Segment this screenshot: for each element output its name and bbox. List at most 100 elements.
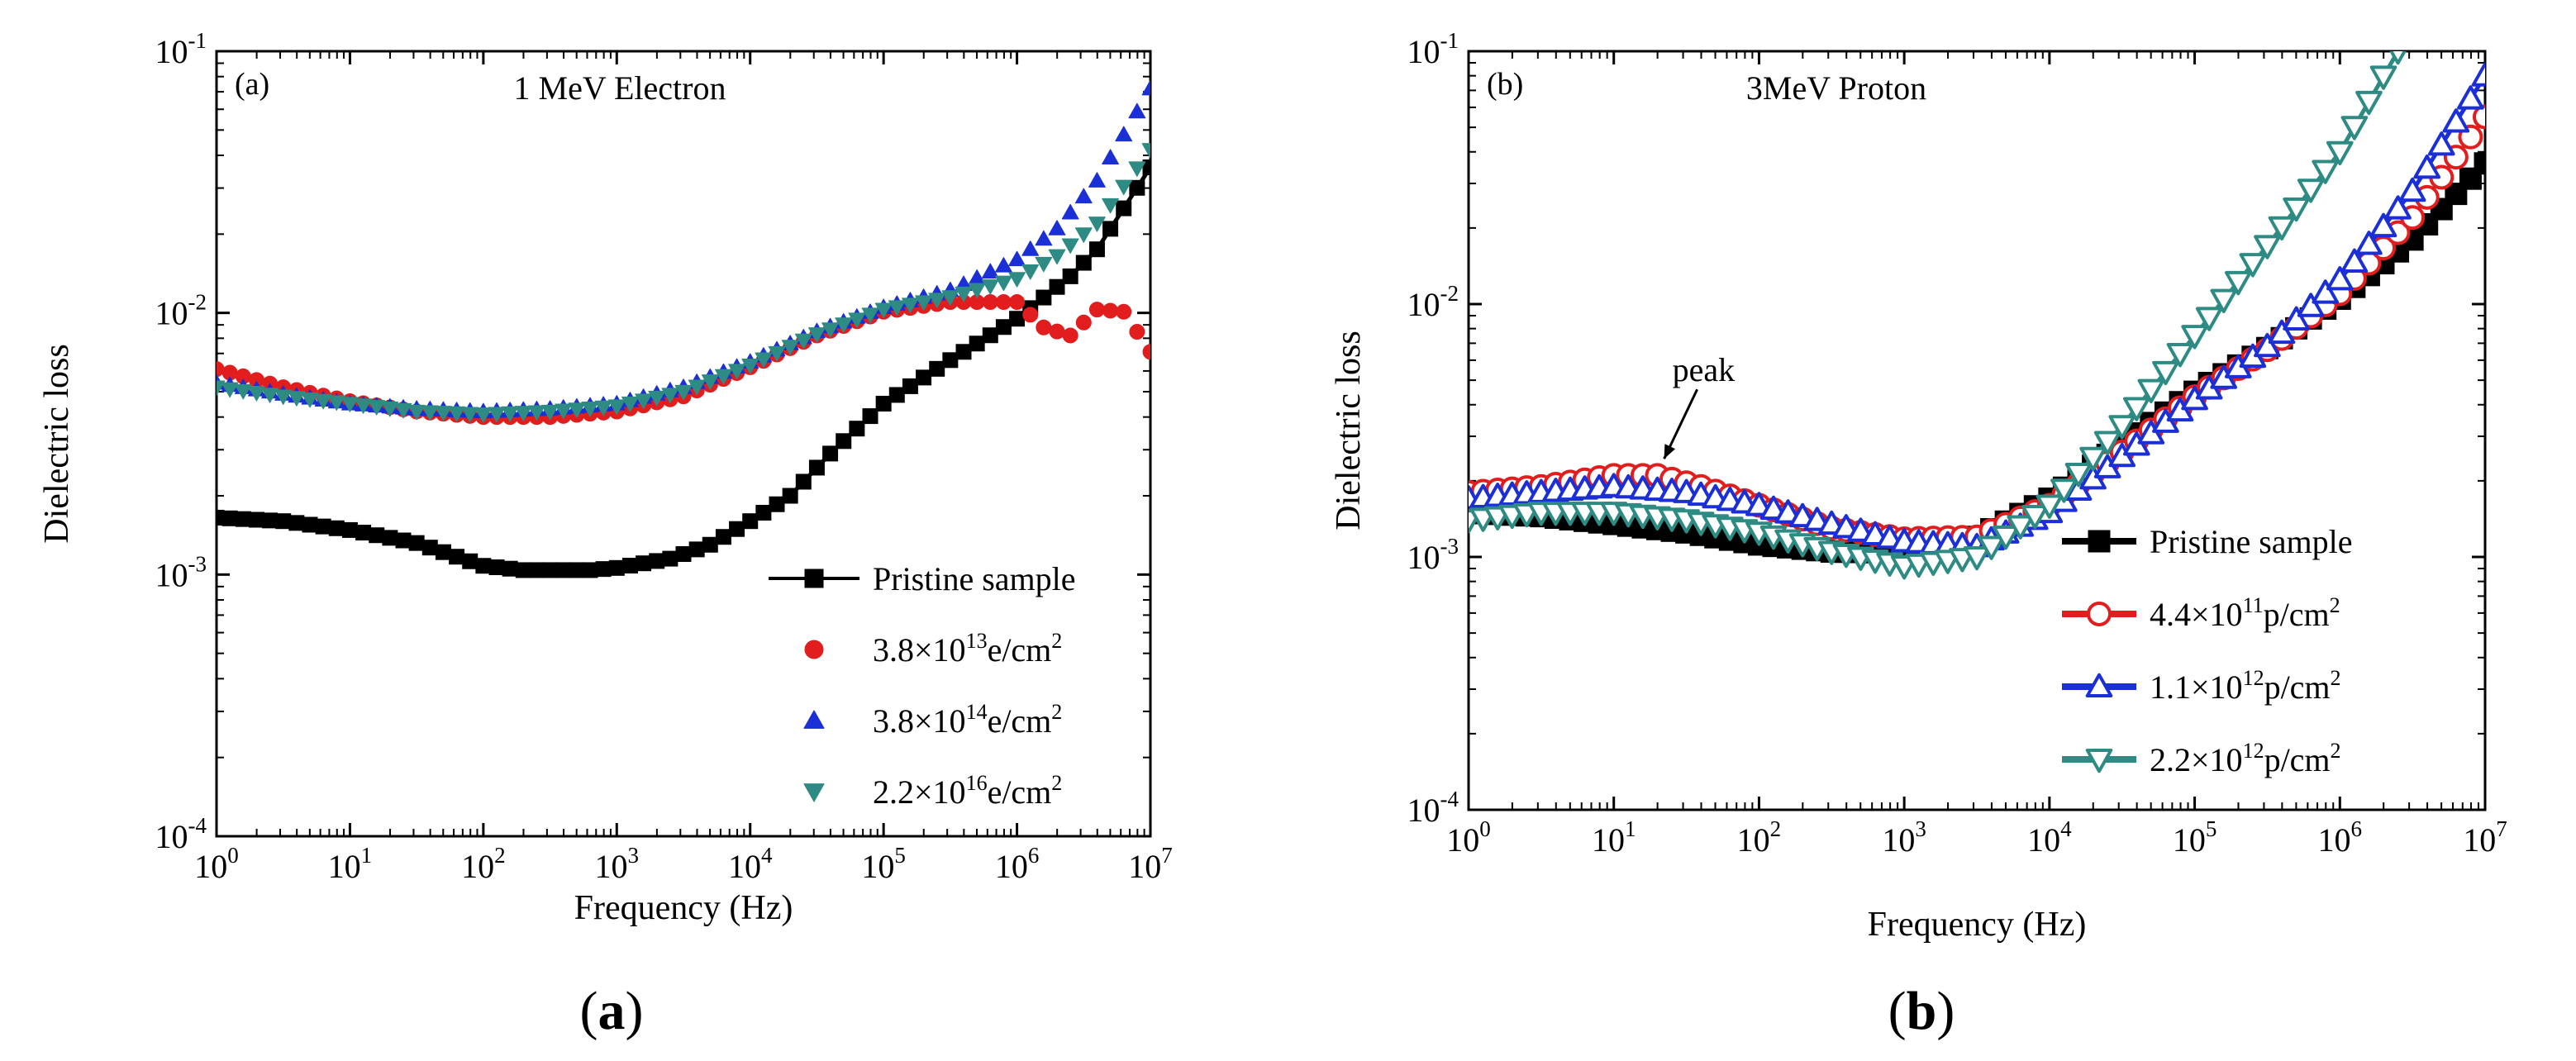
data-point xyxy=(1008,250,1026,267)
x-tick-label: 101 xyxy=(1592,816,1636,859)
data-point xyxy=(607,399,626,415)
legend-marker xyxy=(803,710,825,729)
data-point xyxy=(995,257,1012,273)
data-point xyxy=(835,317,853,333)
data-point xyxy=(502,560,518,577)
data-point xyxy=(395,532,412,549)
data-point xyxy=(2297,178,2325,203)
data-point xyxy=(1074,227,1093,243)
legend-label: 3.8×1014e/cm2 xyxy=(873,700,1062,740)
chart-title: 3MeV Proton xyxy=(1746,69,1926,107)
series-4 xyxy=(217,143,1150,423)
data-point xyxy=(2181,325,2208,350)
x-tick-label: 104 xyxy=(728,843,773,885)
data-point xyxy=(1963,545,1991,571)
data-point xyxy=(849,421,865,437)
data-point xyxy=(688,379,706,396)
data-point xyxy=(217,509,225,526)
legend-marker xyxy=(2085,748,2113,773)
data-point xyxy=(808,459,825,476)
data-point xyxy=(968,283,986,299)
legend-marker xyxy=(2085,673,2113,698)
data-point xyxy=(221,510,238,526)
data-point xyxy=(701,374,719,390)
data-point xyxy=(781,340,799,355)
data-point xyxy=(1061,203,1079,220)
x-axis-label: Frequency (Hz) xyxy=(1868,906,2087,944)
data-point xyxy=(2166,343,2194,368)
data-point xyxy=(742,513,759,530)
data-point xyxy=(688,541,705,558)
data-point xyxy=(1061,238,1079,255)
x-tick-label: 104 xyxy=(2027,816,2072,859)
panel-label: (b) xyxy=(1487,67,1523,102)
data-point xyxy=(2254,235,2281,259)
data-point xyxy=(1021,264,1040,280)
data-point xyxy=(2355,231,2383,255)
data-point xyxy=(888,300,906,316)
data-point xyxy=(2210,288,2238,314)
data-point xyxy=(2326,140,2354,166)
data-point xyxy=(2297,293,2325,317)
data-point xyxy=(1116,200,1132,216)
data-point xyxy=(1102,221,1119,237)
data-point xyxy=(2473,104,2485,130)
data-point xyxy=(2122,397,2150,421)
x-tick-label: 103 xyxy=(595,843,640,885)
data-point xyxy=(1008,272,1026,288)
data-point xyxy=(636,555,652,572)
data-point xyxy=(541,404,559,421)
data-point xyxy=(2312,159,2340,184)
data-point xyxy=(474,407,493,423)
data-point xyxy=(2224,270,2252,296)
data-point xyxy=(608,559,625,576)
data-point xyxy=(2021,504,2049,530)
data-point xyxy=(594,400,612,416)
data-point xyxy=(381,402,399,417)
data-point xyxy=(234,383,252,400)
y-tick-label: 10-4 xyxy=(1407,787,1459,829)
data-point xyxy=(635,393,652,409)
legend-entry-3: 1.1×1012p/cm2 xyxy=(2062,666,2341,706)
data-point xyxy=(248,386,265,402)
data-point xyxy=(1978,535,2005,560)
data-point xyxy=(515,562,531,578)
data-point xyxy=(2152,360,2179,386)
data-point xyxy=(368,400,386,416)
data-point xyxy=(821,322,839,338)
data-point xyxy=(1048,220,1066,236)
data-point xyxy=(2355,90,2383,116)
y-tick-label: 10-4 xyxy=(155,813,207,855)
legend-label: 2.2×1016e/cm2 xyxy=(873,771,1062,811)
x-tick-label: 102 xyxy=(1737,816,1782,859)
data-point xyxy=(2369,212,2397,238)
plot-area xyxy=(217,79,1150,578)
data-point xyxy=(408,535,425,551)
data-point xyxy=(915,295,932,311)
data-point xyxy=(1021,240,1040,256)
caption-a: (a) xyxy=(580,981,644,1041)
data-point xyxy=(1075,255,1092,271)
data-point xyxy=(902,297,919,313)
x-tick-label: 105 xyxy=(2173,816,2217,859)
series-1 xyxy=(217,159,1150,578)
data-point xyxy=(621,558,638,574)
data-point xyxy=(301,393,319,408)
data-point xyxy=(981,279,999,295)
data-point xyxy=(741,359,759,374)
legend-marker xyxy=(2087,602,2112,626)
data-point xyxy=(1009,294,1026,311)
chart-panel-b: 100 101 102 103 104 105 106 107 10-4 10-3 10-2 10-1… xyxy=(1330,28,2507,944)
caption-b: (b) xyxy=(1888,981,1955,1041)
x-tick-label: 107 xyxy=(2463,816,2507,859)
data-point xyxy=(2195,307,2223,331)
data-point xyxy=(568,402,586,418)
data-point xyxy=(421,540,438,556)
x-tick-label: 103 xyxy=(1882,816,1926,859)
data-point xyxy=(1102,197,1119,214)
data-point xyxy=(581,401,599,417)
x-tick-label: 106 xyxy=(2318,816,2363,859)
data-point xyxy=(1141,143,1150,159)
data-point xyxy=(1088,241,1105,258)
legend-entry-2: 4.4×1011p/cm2 xyxy=(2062,593,2340,633)
